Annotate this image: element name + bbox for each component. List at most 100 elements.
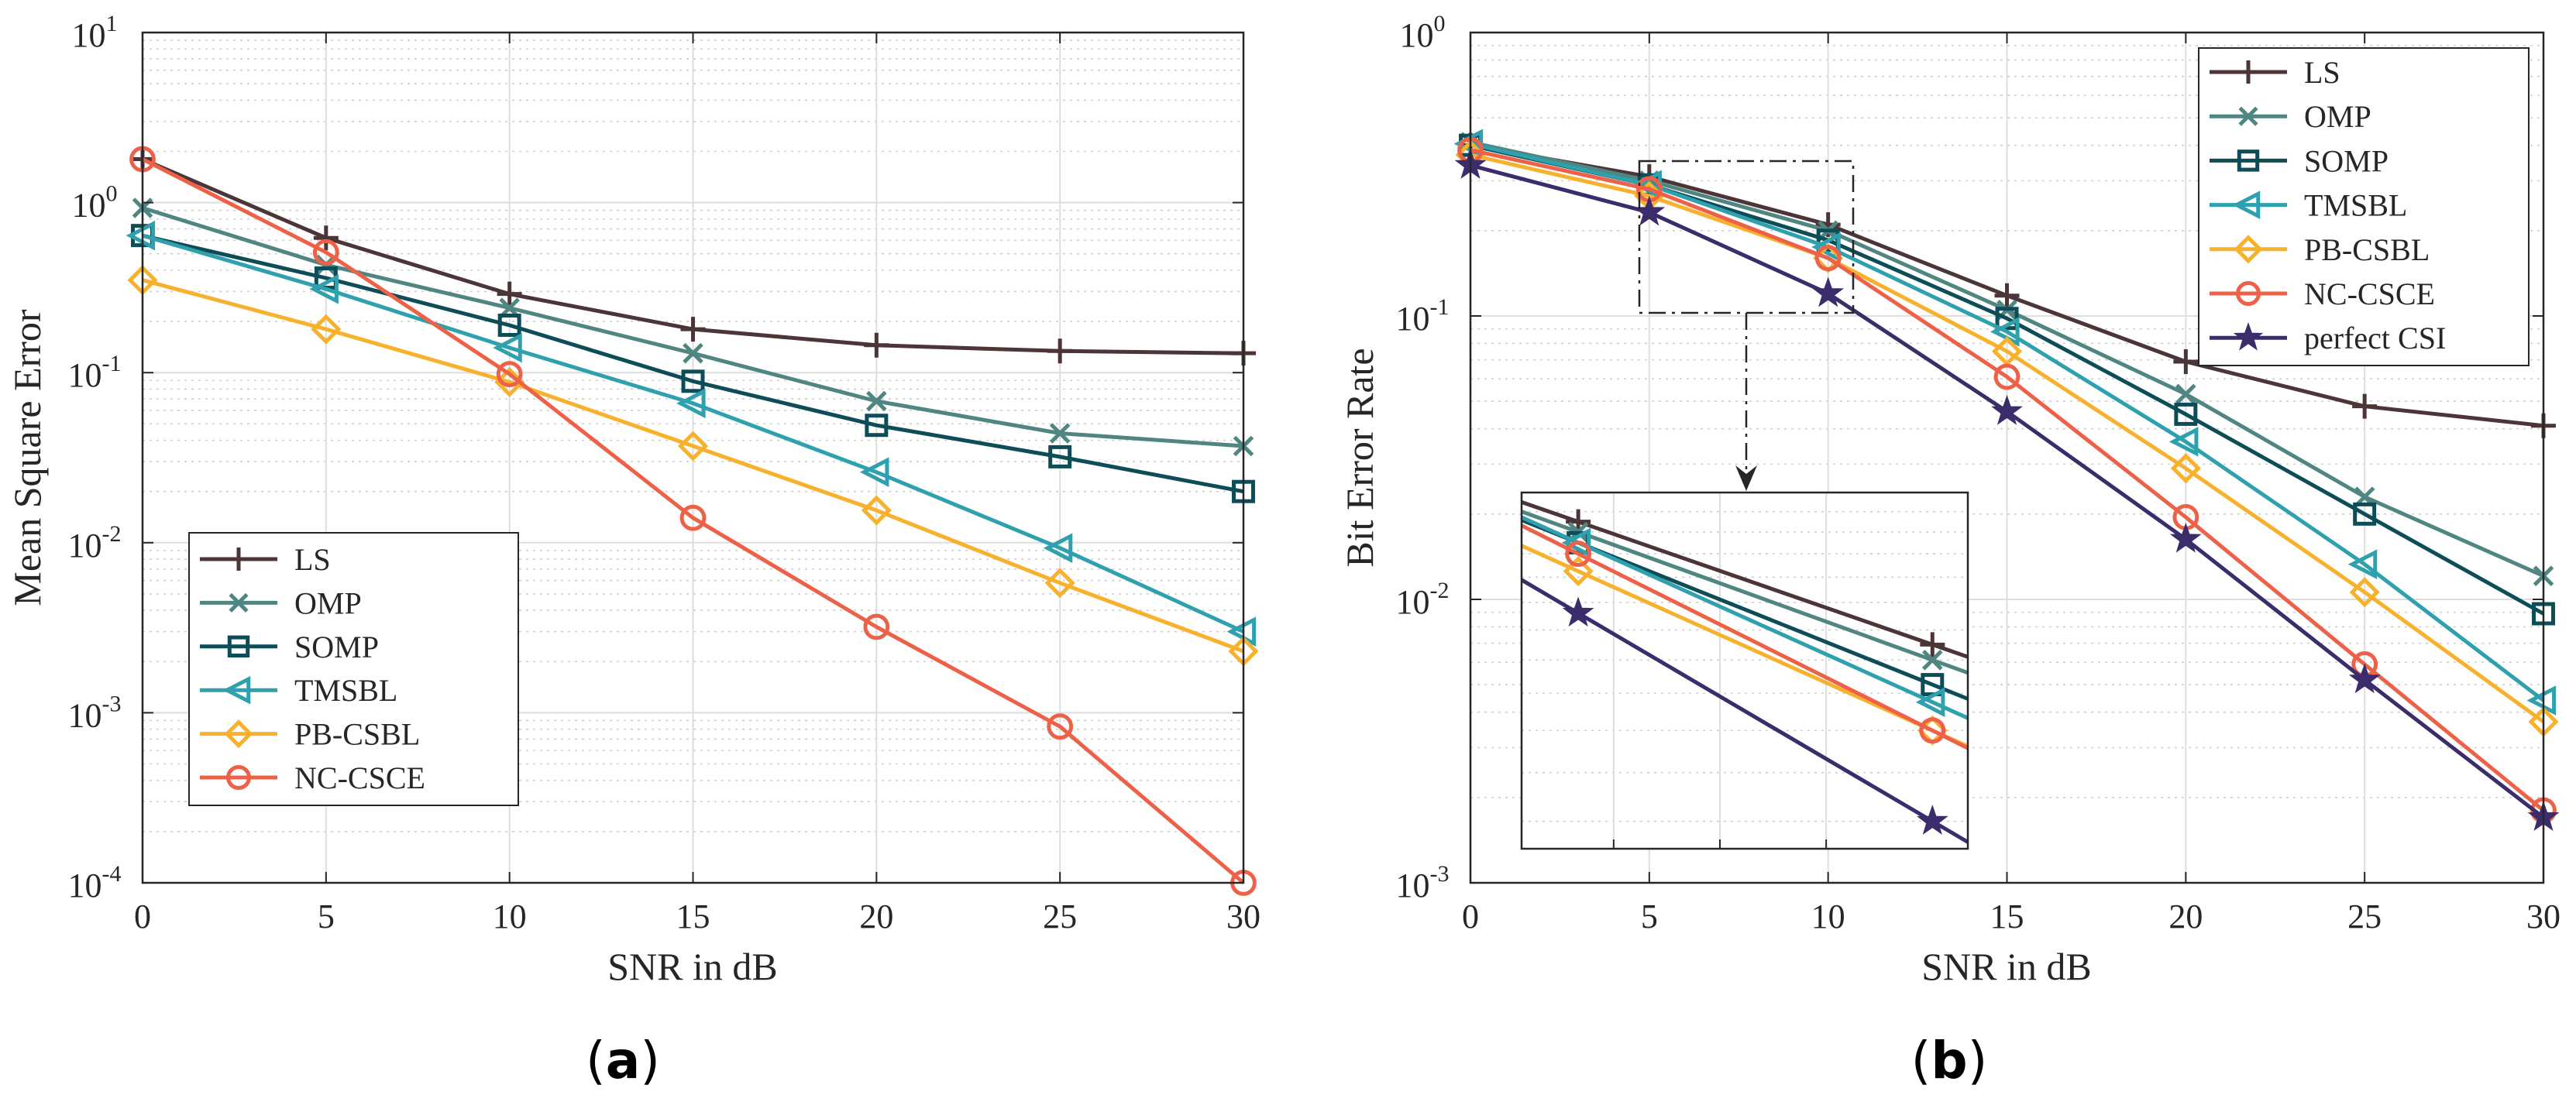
panel-b-legend-marker-pb-csbl	[2234, 235, 2263, 264]
inset-point-nc-csce	[1565, 541, 1592, 568]
panel-a-x-ticks: 0 5 10 15 20 25 30	[134, 33, 1260, 935]
panel-a-y-tick-label: 101	[72, 11, 118, 54]
panel-a-point-pb-csbl	[861, 495, 892, 526]
inset-point-omp	[1922, 650, 1943, 671]
inset-point-ls	[1920, 632, 1945, 657]
panel-a-label: (a)	[586, 1031, 660, 1090]
panel-b-legend-label-perfect-csi: perfect CSI	[2304, 321, 2446, 355]
panel-a-legend-label-ls: LS	[294, 542, 331, 577]
panel-a-point-omp	[866, 390, 887, 412]
inset-series-line-nc-csce	[1522, 523, 1968, 750]
panel-b-x-tick-label: 15	[1990, 898, 2024, 935]
panel-b-y-tick-label: 10-2	[1396, 578, 1450, 621]
panel-a-legend-box	[188, 532, 519, 806]
panel-b-point-ls	[2352, 393, 2378, 419]
panel-a-series-line-tmsbl	[142, 233, 1245, 633]
panel-a-legend-marker-tmsbl	[222, 675, 251, 705]
panel-a-x-axis-label: SNR in dB	[607, 945, 778, 988]
panel-a-x-tick-label: 15	[676, 898, 710, 935]
panel-b-point-ls	[1994, 283, 2020, 308]
panel-a-point-pb-csbl	[494, 366, 525, 397]
inset-point-pb-csbl	[1563, 556, 1594, 587]
panel-b-legend-marker-ls	[2237, 60, 2260, 84]
panel-b-y-tick-label: 10-1	[1396, 294, 1450, 338]
panel-b-point-somp	[2353, 502, 2377, 526]
panel-a-y-tick-label: 10-1	[68, 351, 122, 394]
panel-b-y-ticks: 100 10-1 10-2 10-3	[1396, 11, 2543, 904]
panel-a-point-omp	[1049, 423, 1071, 444]
inset-point-tmsbl	[1915, 687, 1945, 718]
panel-a-point-somp	[865, 414, 889, 438]
panel-b-legend-marker-somp	[2237, 149, 2260, 172]
panel-a-point-ls	[680, 317, 706, 342]
panel-b-legend-marker-perfect-csi	[2233, 321, 2264, 351]
panel-a-x-tick-label: 25	[1043, 898, 1077, 935]
inset-point-tmsbl	[1561, 527, 1591, 558]
panel-a-point-nc-csce	[1047, 713, 1074, 740]
panel-b-point-perfect-csi	[1991, 394, 2023, 425]
panel-b-point-pb-csbl	[2349, 577, 2380, 608]
panel-a-chart: 0 5 10 15 20 25 30 101 100 10-1 10-2 10-3 10-4 SNR …	[5, 11, 1260, 988]
panel-a-point-pb-csbl	[677, 431, 709, 462]
panel-a-legend-label-nc-csce: NC-CSCE	[294, 760, 425, 795]
panel-a-legend-label-somp: SOMP	[294, 630, 379, 664]
panel-b-legend-marker-tmsbl	[2232, 191, 2261, 219]
panel-a-point-pb-csbl	[311, 314, 342, 345]
zoom-arrow-head	[1735, 465, 1757, 491]
panel-a-point-somp	[497, 314, 521, 337]
inset-point-nc-csce	[1919, 717, 1946, 744]
panel-b-x-ticks: 0 5 10 15 20 25 30	[1462, 33, 2561, 935]
panel-a-point-ls	[1047, 338, 1073, 364]
panel-b-x-tick-label: 25	[2347, 898, 2382, 935]
panel-a-point-nc-csce	[679, 504, 707, 531]
panel-b-x-tick-label: 20	[2168, 898, 2203, 935]
panel-a-point-tmsbl	[309, 274, 339, 304]
inset-chart	[1520, 491, 1969, 850]
panel-a-point-nc-csce	[863, 613, 890, 640]
panel-b-x-tick-label: 5	[1641, 898, 1658, 935]
panel-b-point-nc-csce	[1814, 245, 1842, 272]
panel-b-y-axis-label: Bit Error Rate	[1338, 348, 1381, 567]
inset-point-perfect-csi	[1916, 805, 1948, 835]
inset-axes-box	[1520, 491, 1969, 850]
panel-a-x-tick-label: 20	[859, 898, 893, 935]
inset-series-line-ls	[1522, 499, 1968, 659]
panel-b-legend-label-nc-csce: NC-CSCE	[2304, 276, 2435, 311]
panel-a-point-nc-csce	[312, 239, 339, 266]
panel-a-point-nc-csce	[496, 361, 523, 388]
panel-a-point-ls	[864, 332, 889, 358]
panel-b-point-pb-csbl	[2170, 453, 2201, 484]
inset-point-perfect-csi	[1562, 596, 1594, 627]
panel-b-point-nc-csce	[1993, 363, 2021, 390]
panel-b-point-tmsbl	[1811, 232, 1841, 263]
panel-b-legend-label-somp: SOMP	[2304, 143, 2389, 178]
panel-b-legend-label-omp: OMP	[2304, 99, 2371, 134]
panel-b-x-axis-label: SNR in dB	[1921, 945, 2092, 988]
panel-a-point-ls	[313, 225, 339, 251]
panel-a-series-line-nc-csce	[141, 157, 1245, 884]
panel-a-point-tmsbl	[859, 457, 889, 487]
panel-b-label: (b)	[1911, 1031, 1988, 1090]
panel-a-x-tick-label: 5	[318, 898, 335, 935]
panel-a-point-somp	[681, 369, 705, 393]
panel-b-series	[1453, 129, 2560, 831]
panel-a-point-tmsbl	[1043, 533, 1073, 564]
panel-a-point-pb-csbl	[1044, 568, 1075, 599]
panel-b-legend-marker-nc-csce	[2236, 281, 2261, 306]
panel-a-y-ticks: 101 100 10-1 10-2 10-3 10-4	[68, 11, 1243, 904]
inset-series-line-perfect-csi	[1522, 578, 1968, 844]
panel-a-legend-marker-pb-csbl	[224, 719, 253, 749]
panel-a-point-tmsbl	[676, 388, 706, 419]
panel-a-series-line-pb-csbl	[142, 278, 1244, 654]
panel-b-legend: LS OMP SOMP TMSBL PB-CSBL NC-CSCE perfect CSI	[2198, 47, 2530, 366]
panel-a-x-tick-label: 10	[493, 898, 527, 935]
panel-b-x-tick-label: 30	[2526, 898, 2561, 935]
panel-a-y-axis-label: Mean Square Error	[5, 309, 49, 606]
panel-a-point-omp	[683, 342, 703, 364]
panel-a-x-tick-label: 0	[134, 898, 151, 935]
panel-a-legend-marker-nc-csce	[226, 765, 251, 790]
panel-b-point-omp	[2175, 383, 2196, 405]
panel-b-point-ls	[2173, 348, 2199, 374]
panel-a-legend-label-omp: OMP	[294, 585, 362, 620]
panel-b-legend-label-pb-csbl: PB-CSBL	[2304, 232, 2430, 267]
